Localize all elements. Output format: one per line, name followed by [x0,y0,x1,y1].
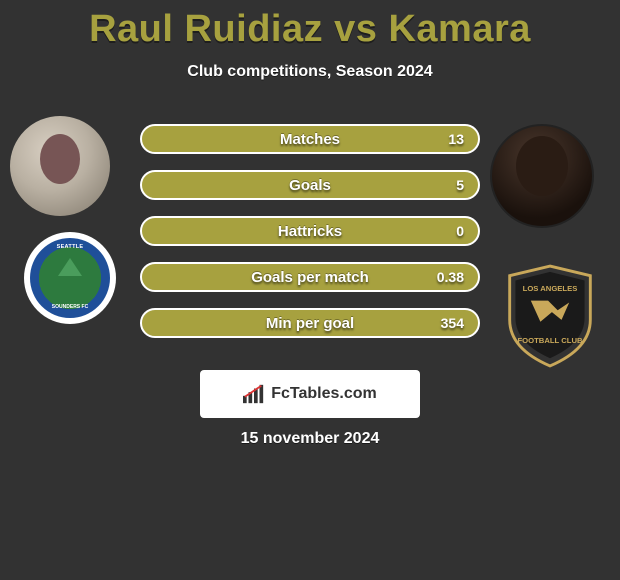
sounders-badge: SEATTLE SOUNDERS FC [30,238,110,318]
stat-bar: Hattricks 0 [140,216,480,246]
player1-avatar [10,116,110,216]
stat-value: 5 [456,177,464,193]
lafc-badge: LOS ANGELES FOOTBALL CLUB [502,262,598,370]
brand-icon [243,384,265,404]
stat-label: Hattricks [278,223,342,240]
stat-bar: Goals 5 [140,170,480,200]
stat-bars: Matches 13 Goals 5 Hattricks 0 Goals per match… [140,124,480,354]
stat-label: Goals per match [251,269,369,286]
club1-text-bottom: SOUNDERS FC [52,304,88,310]
stat-value: 13 [448,131,464,147]
stat-bar: Matches 13 [140,124,480,154]
page-title: Raul Ruidiaz vs Kamara [0,0,620,51]
stat-value: 0.38 [437,269,464,285]
player2-avatar [490,124,594,228]
svg-text:LOS ANGELES: LOS ANGELES [523,284,578,293]
club1-text-top: SEATTLE [57,244,84,250]
player2-head [516,136,568,196]
subtitle: Club competitions, Season 2024 [0,63,620,81]
stat-label: Min per goal [266,315,354,332]
stat-bar: Min per goal 354 [140,308,480,338]
stat-bar: Goals per match 0.38 [140,262,480,292]
player2-club-badge: LOS ANGELES FOOTBALL CLUB [492,258,608,374]
brand-text: FcTables.com [271,385,377,403]
stat-value: 354 [441,315,464,331]
stat-label: Matches [280,131,340,148]
player1-head [40,134,80,184]
stat-label: Goals [289,177,331,194]
stat-value: 0 [456,223,464,239]
date-text: 15 november 2024 [0,430,620,448]
player1-club-badge: SEATTLE SOUNDERS FC [24,232,116,324]
svg-text:FOOTBALL CLUB: FOOTBALL CLUB [517,336,583,345]
brand-box: FcTables.com [200,370,420,418]
